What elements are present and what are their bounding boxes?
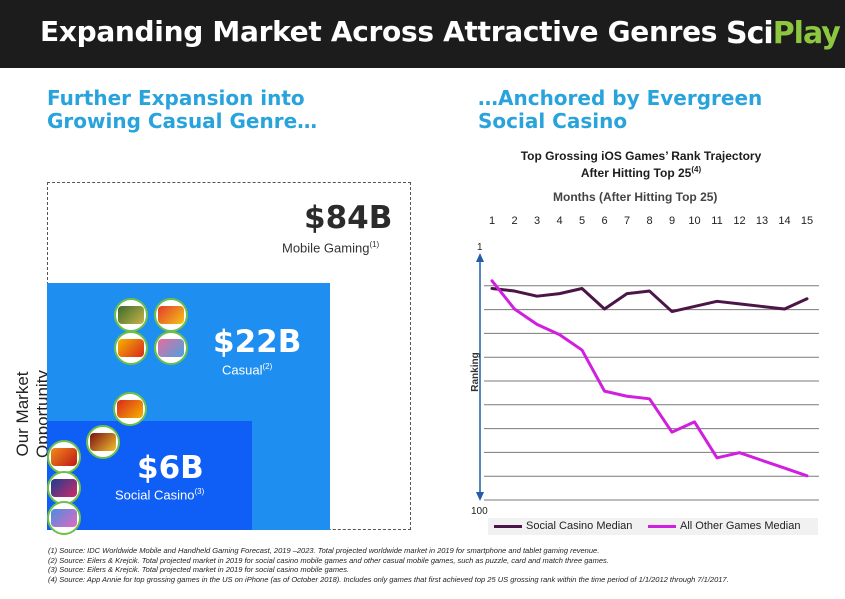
x-tick-label: 9: [669, 215, 675, 227]
x-tick-label: 11: [711, 215, 722, 227]
left-subheading: Further Expansion into Growing Casual Ge…: [47, 86, 318, 133]
all-other-games-line: [490, 279, 809, 478]
game-logo-icon: [154, 298, 188, 332]
page-title: Expanding Market Across Attractive Genre…: [40, 15, 718, 48]
x-tick-label: 4: [556, 215, 562, 227]
casual-value: $22B: [213, 324, 302, 360]
social-casino-value: $6B: [137, 450, 204, 486]
x-tick-label: 6: [601, 215, 607, 227]
x-tick-label: 10: [688, 215, 700, 227]
sciplay-logo: SciPlay: [726, 16, 841, 51]
social-casino-label: Social Casino(3): [115, 487, 205, 503]
game-logo-icon: [113, 392, 147, 426]
game-logo-icon: [154, 331, 188, 365]
y-axis-arrow-up-icon: [476, 253, 484, 262]
footnote: (4) Source: App Annie for top grossing g…: [48, 574, 729, 584]
x-tick-label: 12: [733, 215, 745, 227]
right-subheading: …Anchored by Evergreen Social Casino: [478, 86, 763, 133]
x-tick-label: 14: [778, 215, 790, 227]
header-bar: Expanding Market Across Attractive Genre…: [0, 0, 845, 68]
x-tick-label: 1: [489, 215, 495, 227]
footnotes: (1) Source: IDC Worldwide Mobile and Han…: [48, 546, 808, 584]
x-tick-label: 15: [801, 215, 813, 227]
mobile-gaming-label: Mobile Gaming(1): [282, 240, 380, 256]
x-tick-label: 3: [534, 215, 540, 227]
mobile-gaming-value: $84B: [304, 200, 393, 236]
logo-dot-icon: [824, 28, 829, 33]
social-casino-line: [490, 286, 809, 314]
footnote: (3) Source: Eilers & Krejcik. Total proj…: [48, 565, 350, 575]
chart-legend: Social Casino Median All Other Games Med…: [488, 518, 818, 535]
chart-title: Top Grossing iOS Games’ Rank Trajectory …: [520, 149, 762, 180]
legend-swatch: [648, 524, 676, 528]
x-tick-label: 13: [756, 215, 768, 227]
legend-swatch: [494, 524, 522, 528]
y-axis-label: Ranking: [470, 352, 481, 391]
footnote: (2) Source: Eilers & Krejcik. Total proj…: [48, 555, 609, 565]
y-tick-label: 100: [471, 506, 488, 517]
game-logo-icon: [114, 331, 148, 365]
game-logo-icon: [47, 471, 81, 505]
x-axis-label: Months (After Hitting Top 25): [553, 190, 718, 204]
y-tick-label: 1: [477, 242, 483, 253]
y-axis-arrow-down-icon: [476, 492, 484, 501]
legend-item-social-casino: Social Casino Median: [494, 520, 632, 532]
game-logo-icon: [114, 298, 148, 332]
casual-label: Casual(2): [222, 362, 273, 378]
game-logo-icon: [47, 501, 81, 535]
game-logo-icon: [86, 425, 120, 459]
x-tick-label: 5: [579, 215, 585, 227]
game-logo-icon: [47, 440, 81, 474]
x-tick-label: 8: [646, 215, 652, 227]
footnote: (1) Source: IDC Worldwide Mobile and Han…: [48, 546, 600, 555]
x-tick-label: 7: [624, 215, 630, 227]
social-casino-box: [47, 421, 252, 530]
legend-item-other-games: All Other Games Median: [648, 520, 800, 532]
x-tick-label: 2: [511, 215, 517, 227]
